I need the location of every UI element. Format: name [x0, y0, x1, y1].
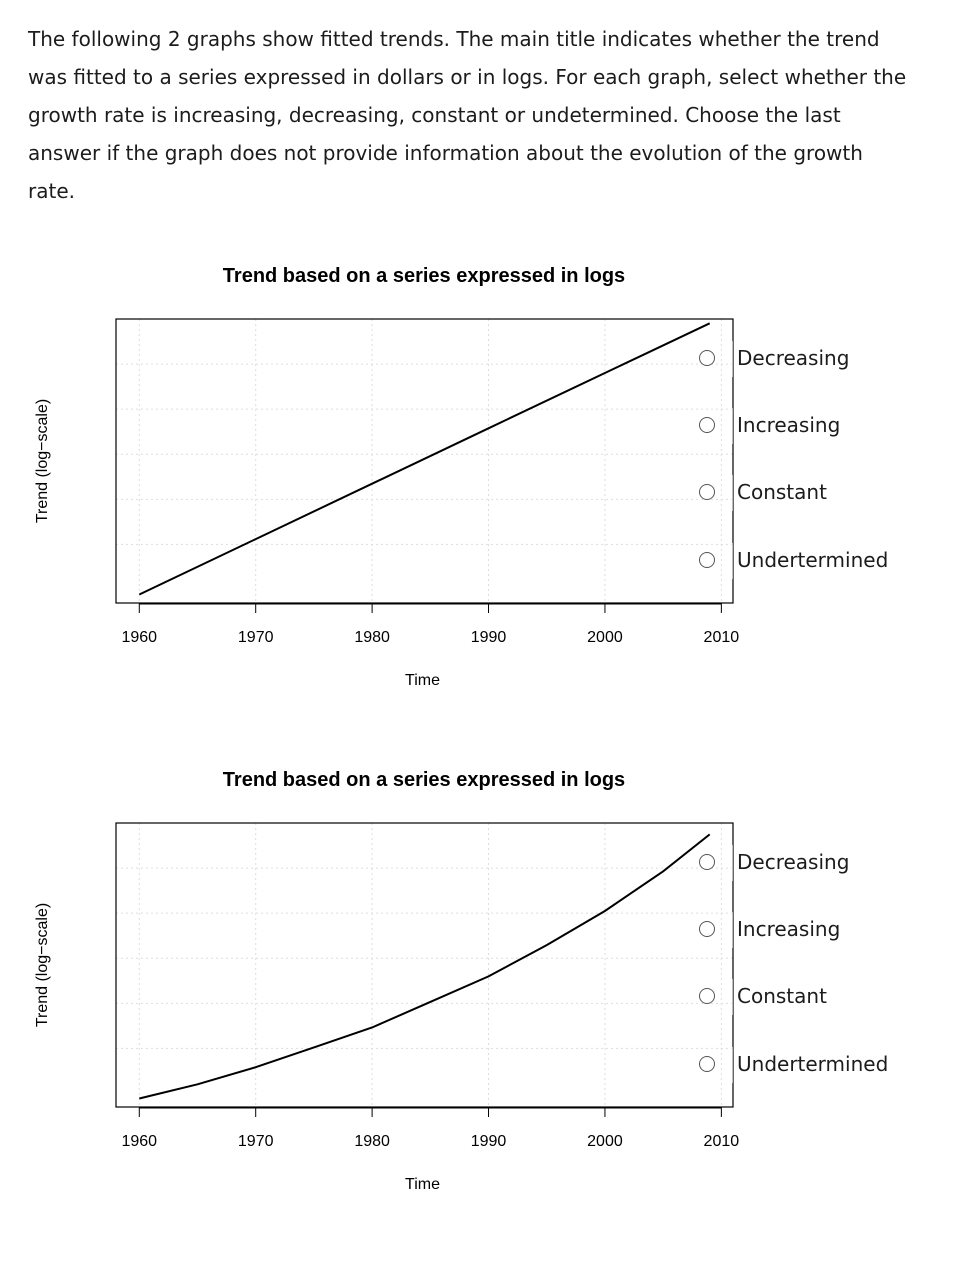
trend-line [139, 833, 711, 1100]
radio-constant[interactable] [699, 484, 715, 500]
option-label: Increasing [737, 917, 841, 941]
option-divider [732, 341, 733, 377]
option-increasing[interactable]: Increasing [696, 912, 841, 948]
option-divider [732, 912, 733, 948]
chart-2: Trend based on a series expressed in log… [0, 754, 972, 1214]
radio-constant[interactable] [699, 988, 715, 1004]
option-undertermined[interactable]: Undertermined [696, 543, 889, 579]
plot-frame [115, 318, 734, 604]
plot-frame [115, 822, 734, 1108]
x-tick-label: 1980 [354, 1133, 390, 1150]
x-tick-label: 2000 [587, 629, 623, 646]
option-increasing[interactable]: Increasing [696, 408, 841, 444]
option-constant[interactable]: Constant [696, 979, 827, 1015]
chart-2-svg: Trend based on a series expressed in log… [34, 769, 740, 1193]
option-divider [732, 475, 733, 511]
x-tick-label: 2010 [704, 629, 740, 646]
radio-undertermined[interactable] [699, 552, 715, 568]
radio-decreasing[interactable] [699, 854, 715, 870]
radio-increasing[interactable] [699, 417, 715, 433]
question-text: The following 2 graphs show fitted trend… [28, 27, 907, 203]
x-tick-label: 1970 [238, 1133, 274, 1150]
option-label: Increasing [737, 413, 841, 437]
option-label: Undertermined [737, 1052, 889, 1076]
x-axis-title: Time [405, 1176, 440, 1193]
option-label: Decreasing [737, 850, 850, 874]
y-axis-title: Trend (log−scale) [34, 399, 51, 523]
radio-decreasing[interactable] [699, 350, 715, 366]
chart-1-svg: Trend based on a series expressed in log… [34, 265, 740, 689]
option-divider [732, 979, 733, 1015]
x-tick-label: 1980 [354, 629, 390, 646]
option-label: Constant [737, 984, 827, 1008]
x-tick-label: 1970 [238, 629, 274, 646]
chart-title: Trend based on a series expressed in log… [223, 769, 625, 791]
x-tick-label: 1990 [471, 629, 507, 646]
option-divider [732, 1047, 733, 1083]
trend-line [138, 322, 711, 596]
option-divider [732, 845, 733, 881]
radio-increasing[interactable] [699, 921, 715, 937]
x-tick-label: 1960 [121, 1133, 157, 1150]
option-decreasing[interactable]: Decreasing [696, 341, 850, 377]
x-tick-label: 1960 [121, 629, 157, 646]
chart-title: Trend based on a series expressed in log… [223, 265, 625, 287]
y-axis-title: Trend (log−scale) [34, 903, 51, 1027]
option-constant[interactable]: Constant [696, 475, 827, 511]
x-axis-title: Time [405, 672, 440, 689]
x-tick-label: 2000 [587, 1133, 623, 1150]
option-label: Decreasing [737, 346, 850, 370]
x-tick-label: 1990 [471, 1133, 507, 1150]
option-divider [732, 543, 733, 579]
option-decreasing[interactable]: Decreasing [696, 845, 850, 881]
radio-undertermined[interactable] [699, 1056, 715, 1072]
x-tick-label: 2010 [704, 1133, 740, 1150]
option-divider [732, 408, 733, 444]
option-label: Constant [737, 480, 827, 504]
option-label: Undertermined [737, 548, 889, 572]
option-undertermined[interactable]: Undertermined [696, 1047, 889, 1083]
chart-1: Trend based on a series expressed in log… [0, 250, 972, 710]
